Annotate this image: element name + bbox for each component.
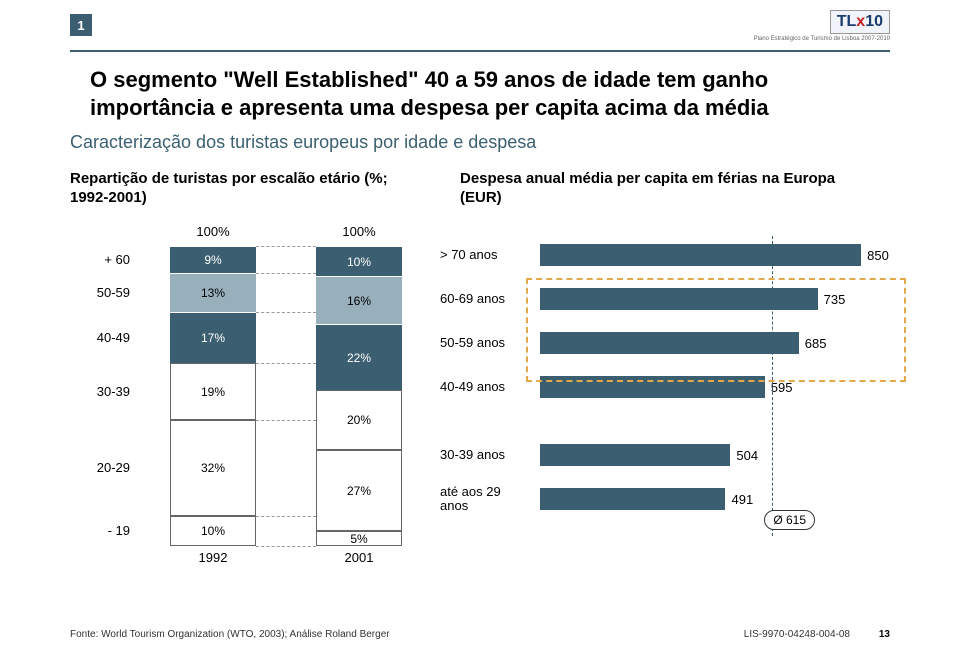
highlight-box [526,278,906,382]
logo-main: TL [837,13,857,30]
stacked-bar-1992: 9%13%17%19%32%10% [170,246,256,546]
hbar-value: 850 [861,244,889,266]
hbar-label: 30-39 anos [440,448,540,462]
hbar-track: 491 [540,488,896,510]
stack-segment: 19% [170,363,256,420]
hbar-row: 30-39 anos 504 [440,440,896,470]
row-label: 20-29 [70,460,130,475]
stack-segment: 27% [316,450,402,531]
average-badge: Ø 615 [764,510,815,530]
hbar-fill [540,244,861,266]
stacked-bar-chart: 100% 100% + 60 50-59 40-49 30-39 20-29 - 19 9… [70,224,430,584]
hbar-value: 491 [725,488,753,510]
dash-connector [256,363,316,364]
hbar-label: 50-59 anos [440,336,540,350]
column-totals-row: 100% 100% [70,224,430,244]
stack-segment: 13% [170,273,256,312]
top-divider [70,50,890,52]
hbar-fill [540,488,725,510]
dash-connector [256,312,316,313]
section-title-left: Repartição de turistas por escalão etári… [70,170,430,208]
horizontal-bar-chart: > 70 anos85060-69 anos73550-59 anos68540… [440,240,896,590]
hbar-row: até aos 29 anos 491 [440,484,896,514]
stack-segment: 10% [316,246,402,276]
row-label: 40-49 [70,330,130,345]
footer-doc-id: LIS-9970-04248-004-08 [744,629,850,640]
row-label: + 60 [70,252,130,267]
hbar-track: 504 [540,444,896,466]
dash-connector [256,546,316,547]
stack-segment: 32% [170,420,256,516]
footer-page-number: 13 [879,629,890,640]
footer-source: Fonte: World Tourism Organization (WTO, … [70,629,390,640]
page-badge: 1 [70,14,92,36]
dash-connector [256,273,316,274]
row-label: 30-39 [70,384,130,399]
page-subtitle: Caracterização dos turistas europeus por… [70,132,536,153]
dash-connector [256,516,316,517]
section-title-right: Despesa anual média per capita em férias… [460,170,880,208]
stack-segment: 16% [316,276,402,324]
page-title: O segmento "Well Established" 40 a 59 an… [90,66,880,121]
hbar-row: > 70 anos 850 [440,240,896,270]
dash-connector [256,420,316,421]
col-total-1: 100% [316,224,402,239]
stack-segment: 22% [316,324,402,390]
hbar-fill [540,444,730,466]
stack-segment: 10% [170,516,256,546]
hbar-label: até aos 29 anos [440,485,540,514]
logo-x: x [856,13,865,30]
logo-ten: 10 [865,13,883,30]
row-label: 50-59 [70,285,130,300]
stack-segment: 17% [170,312,256,363]
row-label: - 19 [70,523,130,538]
hbar-label: 40-49 anos [440,380,540,394]
stack-segment: 5% [316,531,402,546]
hbar-label: > 70 anos [440,248,540,262]
stacked-bar-2001: 10%16%22%20%27%5% [316,246,402,546]
logo-subtitle: Plano Estratégico de Turismo de Lisboa 2… [754,36,890,42]
stack-segment: 9% [170,246,256,273]
x-label-1: 2001 [316,550,402,565]
hbar-track: 850 [540,244,896,266]
hbar-label: 60-69 anos [440,292,540,306]
hbar-value: 504 [730,444,758,466]
stack-segment: 20% [316,390,402,450]
x-label-0: 1992 [170,550,256,565]
dash-connector [256,246,316,247]
col-total-0: 100% [170,224,256,239]
logo: TLx10 [830,10,890,34]
